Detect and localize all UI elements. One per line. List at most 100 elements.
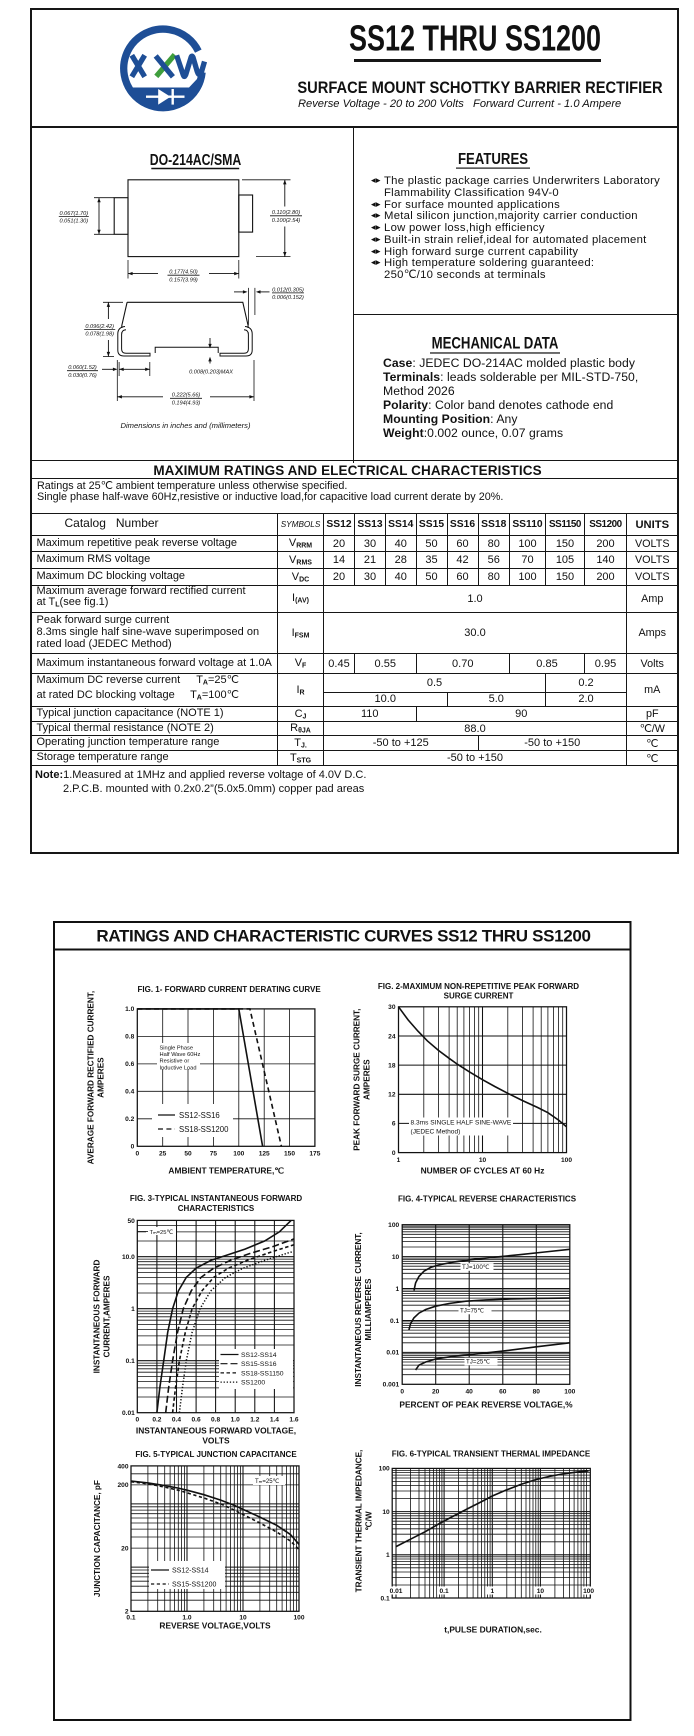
svg-text:1: 1 bbox=[131, 1306, 135, 1313]
svg-text:8.3ms SINGLE HALF SINE-WAVE: 8.3ms SINGLE HALF SINE-WAVE bbox=[411, 1120, 512, 1127]
svg-text:0.01: 0.01 bbox=[122, 1410, 135, 1417]
svg-text:1: 1 bbox=[396, 1286, 400, 1293]
svg-text:AMBIENT TEMPERATURE,℃: AMBIENT TEMPERATURE,℃ bbox=[168, 1166, 283, 1176]
svg-text:0: 0 bbox=[392, 1150, 396, 1157]
svg-text:FIG. 1- FORWARD CURRENT DERATI: FIG. 1- FORWARD CURRENT DERATING CURVE bbox=[138, 985, 322, 994]
svg-text:1.4: 1.4 bbox=[270, 1416, 279, 1423]
svg-text:0: 0 bbox=[131, 1144, 135, 1151]
svg-text:0.078(1.98): 0.078(1.98) bbox=[85, 331, 114, 337]
svg-text:SS18-SS1200: SS18-SS1200 bbox=[179, 1125, 229, 1134]
svg-text:TRANSIENT THERMAL IMPEDANCE,: TRANSIENT THERMAL IMPEDANCE, bbox=[355, 1450, 364, 1593]
svg-text:175: 175 bbox=[309, 1150, 320, 1157]
svg-text:1.0: 1.0 bbox=[231, 1416, 240, 1423]
svg-text:Tₘ=25℃: Tₘ=25℃ bbox=[255, 1479, 280, 1485]
svg-text:10: 10 bbox=[392, 1254, 400, 1261]
svg-text:1.0: 1.0 bbox=[182, 1615, 191, 1622]
svg-text:FIG. 2-MAXIMUM NON-REPETITIVE: FIG. 2-MAXIMUM NON-REPETITIVE PEAK FORWA… bbox=[378, 982, 579, 991]
svg-text:0.1: 0.1 bbox=[390, 1318, 399, 1325]
svg-text:0.8: 0.8 bbox=[211, 1416, 220, 1423]
svg-text:0.012(0.305): 0.012(0.305) bbox=[272, 287, 304, 293]
svg-text:25: 25 bbox=[159, 1150, 167, 1157]
svg-text:1: 1 bbox=[386, 1552, 390, 1559]
svg-text:AVERAGE FORWARD RECTIFIED CURR: AVERAGE FORWARD RECTIFIED CURRENT, bbox=[87, 991, 96, 1164]
svg-text:0.008(0.203)MAX: 0.008(0.203)MAX bbox=[189, 369, 233, 375]
svg-text:100: 100 bbox=[293, 1615, 304, 1622]
svg-text:FIG. 5-TYPICAL JUNCTION CAPACI: FIG. 5-TYPICAL JUNCTION CAPACITANCE bbox=[135, 1450, 297, 1459]
svg-text:12: 12 bbox=[388, 1092, 396, 1099]
svg-text:100: 100 bbox=[233, 1150, 244, 1157]
svg-text:20: 20 bbox=[121, 1545, 129, 1552]
svg-text:0.067(1.70): 0.067(1.70) bbox=[59, 210, 88, 216]
svg-text:SS12-SS16: SS12-SS16 bbox=[179, 1111, 220, 1120]
svg-text:(JEDEC Method): (JEDEC Method) bbox=[411, 1129, 461, 1136]
svg-text:SURGE CURRENT: SURGE CURRENT bbox=[444, 991, 514, 1000]
svg-text:1.6: 1.6 bbox=[289, 1416, 298, 1423]
svg-text:50: 50 bbox=[127, 1218, 135, 1225]
svg-text:0.01: 0.01 bbox=[386, 1350, 399, 1357]
svg-text:1.0: 1.0 bbox=[125, 1006, 134, 1013]
svg-text:Single Phase: Single Phase bbox=[160, 1046, 194, 1052]
svg-text:Dimensions in inches and (mill: Dimensions in inches and (millimeters) bbox=[120, 421, 250, 430]
svg-text:0.001: 0.001 bbox=[383, 1382, 400, 1389]
svg-text:SS15-SS1200: SS15-SS1200 bbox=[172, 1582, 216, 1589]
svg-text:0.4: 0.4 bbox=[172, 1416, 181, 1423]
svg-text:VOLTS: VOLTS bbox=[202, 1435, 230, 1445]
svg-text:REVERSE VOLTAGE,VOLTS: REVERSE VOLTAGE,VOLTS bbox=[159, 1621, 271, 1631]
svg-text:0.1: 0.1 bbox=[126, 1615, 135, 1622]
svg-text:NUMBER OF CYCLES AT 60 Hz: NUMBER OF CYCLES AT 60 Hz bbox=[421, 1166, 545, 1176]
svg-text:0.1: 0.1 bbox=[440, 1588, 449, 1595]
svg-text:0.6: 0.6 bbox=[192, 1416, 201, 1423]
svg-text:JUNCTION CAPACITANCE, pF: JUNCTION CAPACITANCE, pF bbox=[93, 1480, 102, 1597]
svg-text:60: 60 bbox=[499, 1388, 507, 1395]
svg-text:0.006(0.152): 0.006(0.152) bbox=[272, 295, 304, 301]
svg-text:RATINGS AND CHARACTERISTIC CUR: RATINGS AND CHARACTERISTIC CURVES SS12 T… bbox=[96, 927, 590, 946]
svg-text:2: 2 bbox=[125, 1609, 129, 1616]
svg-text:0: 0 bbox=[135, 1150, 139, 1157]
svg-text:FIG. 4-TYPICAL REVERSE CHARACT: FIG. 4-TYPICAL REVERSE CHARACTERISTICS bbox=[398, 1195, 577, 1204]
svg-text:Inductive Load: Inductive Load bbox=[160, 1065, 197, 1071]
svg-text:200: 200 bbox=[117, 1482, 128, 1489]
svg-text:10: 10 bbox=[479, 1157, 487, 1164]
svg-text:20: 20 bbox=[432, 1388, 440, 1395]
svg-text:18: 18 bbox=[388, 1062, 396, 1069]
svg-text:FIG. 3-TYPICAL INSTANTANEOUS F: FIG. 3-TYPICAL INSTANTANEOUS FORWARD bbox=[130, 1194, 303, 1203]
svg-text:0.8: 0.8 bbox=[125, 1034, 134, 1041]
svg-text:FIG. 6-TYPICAL TRANSIENT THERM: FIG. 6-TYPICAL TRANSIENT THERMAL IMPEDAN… bbox=[392, 1449, 591, 1458]
svg-text:50: 50 bbox=[184, 1150, 192, 1157]
svg-text:0.2: 0.2 bbox=[125, 1116, 134, 1123]
svg-text:SS12-SS14: SS12-SS14 bbox=[172, 1568, 209, 1575]
svg-text:PEAK FORWARD SURGE CURRENT,: PEAK FORWARD SURGE CURRENT, bbox=[353, 1009, 362, 1151]
svg-text:TJ=100℃: TJ=100℃ bbox=[462, 1264, 490, 1271]
svg-text:Half Wave 60Hz: Half Wave 60Hz bbox=[160, 1052, 201, 1058]
svg-text:100: 100 bbox=[564, 1388, 575, 1395]
svg-text:INSTANTANEOUS FORWARD: INSTANTANEOUS FORWARD bbox=[93, 1260, 102, 1374]
svg-text:80: 80 bbox=[533, 1388, 541, 1395]
svg-text:40: 40 bbox=[466, 1388, 474, 1395]
svg-text:10.0: 10.0 bbox=[122, 1254, 135, 1261]
svg-text:0.6: 0.6 bbox=[125, 1061, 134, 1068]
svg-text:0.222(5.66): 0.222(5.66) bbox=[171, 392, 200, 398]
svg-text:DO-214AC/SMA: DO-214AC/SMA bbox=[149, 150, 241, 168]
svg-text:150: 150 bbox=[284, 1150, 295, 1157]
svg-text:75: 75 bbox=[210, 1150, 218, 1157]
svg-text:Resistive or: Resistive or bbox=[160, 1059, 190, 1065]
svg-text:10: 10 bbox=[537, 1588, 545, 1595]
svg-text:0.194(4.93): 0.194(4.93) bbox=[171, 400, 200, 406]
svg-text:100: 100 bbox=[583, 1588, 594, 1595]
svg-text:PERCENT OF PEAK REVERSE VOLTAG: PERCENT OF PEAK REVERSE VOLTAGE,% bbox=[399, 1400, 573, 1410]
svg-text:24: 24 bbox=[388, 1033, 396, 1040]
svg-text:100: 100 bbox=[379, 1466, 390, 1473]
svg-text:0: 0 bbox=[135, 1416, 139, 1423]
svg-text:INSTANTANEOUS FORWARD VOLTAGE,: INSTANTANEOUS FORWARD VOLTAGE, bbox=[136, 1426, 296, 1436]
svg-text:0.01: 0.01 bbox=[390, 1588, 403, 1595]
svg-text:Tₘ=25℃: Tₘ=25℃ bbox=[150, 1230, 174, 1236]
svg-text:0.1: 0.1 bbox=[126, 1358, 135, 1365]
svg-text:1.2: 1.2 bbox=[250, 1416, 259, 1423]
svg-text:0.4: 0.4 bbox=[125, 1089, 134, 1096]
svg-text:1: 1 bbox=[490, 1588, 494, 1595]
svg-text:℃/W: ℃/W bbox=[365, 1511, 374, 1530]
svg-text:0.051(1.30): 0.051(1.30) bbox=[59, 218, 88, 224]
svg-text:100: 100 bbox=[388, 1222, 399, 1229]
svg-text:SS18-SS1150: SS18-SS1150 bbox=[241, 1370, 284, 1377]
svg-text:0.177(4.50): 0.177(4.50) bbox=[169, 269, 198, 275]
